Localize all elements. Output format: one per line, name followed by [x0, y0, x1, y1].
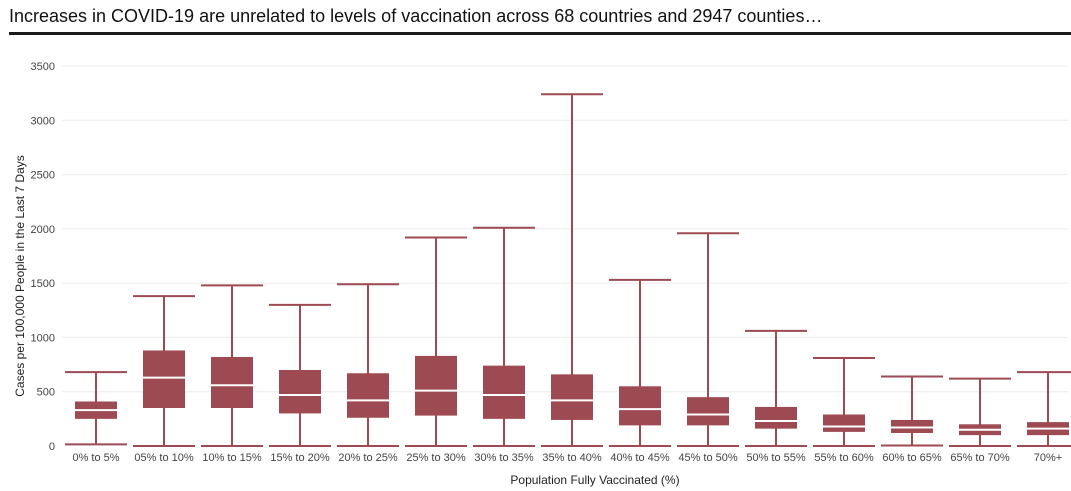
x-tick-label: 05% to 10%: [134, 452, 194, 464]
y-tick-label: 1500: [31, 278, 55, 290]
y-tick-label: 0: [49, 441, 55, 453]
x-tick-label: 0% to 5%: [72, 452, 119, 464]
box-group: [133, 295, 195, 447]
x-tick-label: 70%+: [1034, 452, 1062, 464]
x-tick-label: 30% to 35%: [474, 452, 534, 464]
x-tick-label: 25% to 30%: [406, 452, 466, 464]
x-tick-label: 60% to 65%: [882, 452, 942, 464]
box-iqr: [891, 419, 933, 433]
x-axis-title: Population Fully Vaccinated (%): [510, 473, 679, 487]
box-group: [65, 371, 127, 446]
y-tick-label: 3000: [31, 115, 55, 127]
box-iqr: [415, 355, 457, 416]
box-group: [541, 93, 603, 447]
box-group: [269, 303, 331, 447]
x-tick-label: 50% to 55%: [746, 452, 806, 464]
box-iqr: [755, 406, 797, 429]
box-iqr: [143, 350, 185, 408]
x-tick-label: 65% to 70%: [950, 452, 1010, 464]
box-iqr: [551, 374, 593, 420]
box-group: [405, 236, 467, 447]
y-tick-label: 3500: [31, 61, 55, 73]
box-group: [677, 232, 739, 447]
box-iqr: [211, 356, 253, 408]
box-iqr: [347, 373, 389, 418]
y-axis-ticks: 0 500 1000 1500 2000 2500 3000 3500: [31, 61, 55, 453]
x-tick-label: 40% to 45%: [610, 452, 670, 464]
y-axis-title: Cases per 100,000 People in the Last 7 D…: [13, 155, 27, 397]
box-iqr: [823, 414, 865, 432]
y-tick-label: 2000: [31, 224, 55, 236]
box-iqr: [687, 397, 729, 426]
y-tick-label: 500: [37, 387, 55, 399]
x-tick-label: 35% to 40%: [542, 452, 602, 464]
box-group: [745, 329, 807, 447]
grid-lines: [62, 65, 1068, 393]
box-group: [609, 278, 671, 447]
box-group: [813, 357, 875, 447]
box-iqr: [483, 365, 525, 419]
box-group: [473, 226, 535, 447]
y-tick-label: 1000: [31, 332, 55, 344]
x-tick-label: 10% to 15%: [202, 452, 262, 464]
box-group: [201, 284, 263, 447]
x-tick-label: 55% to 60%: [814, 452, 874, 464]
box-group: [337, 283, 399, 447]
box-iqr: [279, 370, 321, 414]
x-tick-label: 15% to 20%: [270, 452, 330, 464]
x-tick-label: 45% to 50%: [678, 452, 738, 464]
box-group: [1017, 371, 1071, 447]
chart-title: Increases in COVID-19 are unrelated to l…: [9, 6, 823, 26]
x-tick-label: 20% to 25%: [338, 452, 398, 464]
box-iqr: [619, 386, 661, 426]
box-group: [949, 377, 1011, 447]
title-divider: [9, 32, 1071, 35]
box-group: [881, 375, 943, 447]
boxes: [65, 93, 1071, 447]
x-axis-ticks: 0% to 5% 05% to 10% 10% to 15% 15% to 20% 20…: [72, 452, 1062, 464]
y-tick-label: 2500: [31, 170, 55, 182]
